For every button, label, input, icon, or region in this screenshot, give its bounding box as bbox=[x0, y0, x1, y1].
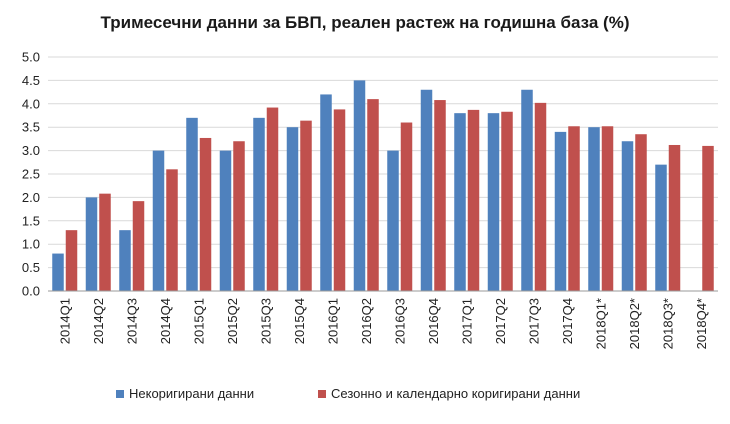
bar-adjusted bbox=[467, 109, 480, 291]
bar-adjusted bbox=[132, 201, 145, 291]
x-tick-label: 2017Q3 bbox=[526, 298, 541, 344]
grid-lines bbox=[48, 56, 718, 269]
bar-unadjusted bbox=[621, 141, 634, 291]
x-tick-label: 2014Q1 bbox=[57, 298, 72, 344]
x-tick-label: 2017Q1 bbox=[459, 298, 474, 344]
x-tick-label: 2015Q3 bbox=[258, 298, 273, 344]
bar-unadjusted bbox=[85, 197, 98, 291]
bar-unadjusted bbox=[521, 89, 533, 291]
bar-unadjusted bbox=[320, 94, 332, 291]
x-tick-label: 2017Q2 bbox=[493, 298, 508, 344]
bar-adjusted bbox=[601, 126, 614, 291]
bar-adjusted bbox=[501, 111, 513, 291]
x-tick-label: 2015Q1 bbox=[191, 298, 206, 344]
bar-adjusted bbox=[668, 144, 681, 291]
x-tick-label: 2016Q2 bbox=[359, 298, 374, 344]
legend-label-unadjusted: Некоригирани данни bbox=[129, 386, 254, 401]
bar-adjusted bbox=[635, 134, 647, 291]
y-tick-label: 3.0 bbox=[22, 143, 40, 158]
bar-adjusted bbox=[199, 137, 212, 291]
x-tick-label: 2016Q1 bbox=[325, 298, 340, 344]
bar-unadjusted bbox=[52, 253, 64, 291]
x-tick-label: 2018Q1* bbox=[593, 298, 608, 349]
bar-unadjusted bbox=[219, 150, 232, 291]
bar-unadjusted bbox=[487, 113, 500, 291]
bar-unadjusted bbox=[588, 127, 600, 291]
bar-adjusted bbox=[300, 120, 312, 291]
y-tick-label: 1.5 bbox=[22, 213, 40, 228]
bar-adjusted bbox=[367, 99, 379, 292]
bar-unadjusted bbox=[186, 117, 198, 291]
x-tick-label: 2018Q4* bbox=[694, 298, 709, 349]
bar-unadjusted bbox=[152, 150, 165, 291]
bar-unadjusted bbox=[253, 117, 265, 291]
y-tick-label: 5.0 bbox=[22, 50, 40, 65]
y-tick-label: 2.5 bbox=[22, 167, 40, 182]
bar-unadjusted bbox=[353, 80, 366, 292]
y-tick-label: 0.0 bbox=[22, 284, 40, 299]
bar-adjusted bbox=[233, 141, 245, 291]
bar-adjusted bbox=[166, 169, 178, 291]
bar-unadjusted bbox=[454, 113, 466, 291]
x-tick-label: 2015Q2 bbox=[225, 298, 240, 344]
legend: Некоригирани данни Сезонно и календарно … bbox=[116, 386, 580, 401]
x-tick-label: 2014Q2 bbox=[91, 298, 106, 344]
bar-unadjusted bbox=[387, 150, 399, 291]
y-tick-label: 0.5 bbox=[22, 260, 40, 275]
bar-adjusted bbox=[400, 122, 413, 292]
bar-adjusted bbox=[702, 145, 714, 291]
x-tick-label: 2014Q4 bbox=[158, 298, 173, 344]
y-tick-label: 4.0 bbox=[22, 96, 40, 111]
x-tick-label: 2016Q4 bbox=[426, 298, 441, 344]
bar-unadjusted bbox=[420, 89, 433, 291]
legend-swatch-adjusted bbox=[318, 390, 326, 398]
bar-adjusted bbox=[266, 107, 279, 291]
bar-unadjusted bbox=[554, 131, 567, 291]
legend-swatch-unadjusted bbox=[116, 390, 124, 398]
y-tick-label: 2.0 bbox=[22, 190, 40, 205]
x-tick-label: 2016Q3 bbox=[392, 298, 407, 344]
x-tick-label: 2018Q3* bbox=[660, 298, 675, 349]
bar-unadjusted bbox=[655, 164, 667, 291]
bar-adjusted bbox=[99, 193, 111, 291]
bar-adjusted bbox=[65, 230, 78, 291]
bar-unadjusted bbox=[286, 127, 299, 291]
y-tick-label: 4.5 bbox=[22, 73, 40, 88]
bar-adjusted bbox=[568, 126, 580, 291]
bar-adjusted bbox=[333, 109, 346, 291]
legend-label-adjusted: Сезонно и календарно коригирани данни bbox=[331, 386, 580, 401]
bars bbox=[52, 80, 714, 292]
x-tick-label: 2014Q3 bbox=[124, 298, 139, 344]
bar-adjusted bbox=[534, 102, 547, 291]
bar-adjusted bbox=[434, 100, 446, 291]
bar-unadjusted bbox=[119, 230, 131, 291]
x-tick-label: 2015Q4 bbox=[292, 298, 307, 344]
chart-title: Тримесечни данни за БВП, реален растеж н… bbox=[101, 13, 630, 32]
x-tick-label: 2018Q2* bbox=[627, 298, 642, 349]
y-tick-label: 1.0 bbox=[22, 237, 40, 252]
y-axis-ticks: 0.0 0.5 1.0 1.5 2.0 2.5 3.0 3.5 4.0 4.5 5.0 bbox=[22, 50, 40, 299]
x-axis-ticks: 2014Q1 2014Q2 2014Q3 2014Q4 2015Q1 2015Q2 2015… bbox=[57, 298, 709, 349]
y-tick-label: 3.5 bbox=[22, 120, 40, 135]
x-tick-label: 2017Q4 bbox=[560, 298, 575, 344]
